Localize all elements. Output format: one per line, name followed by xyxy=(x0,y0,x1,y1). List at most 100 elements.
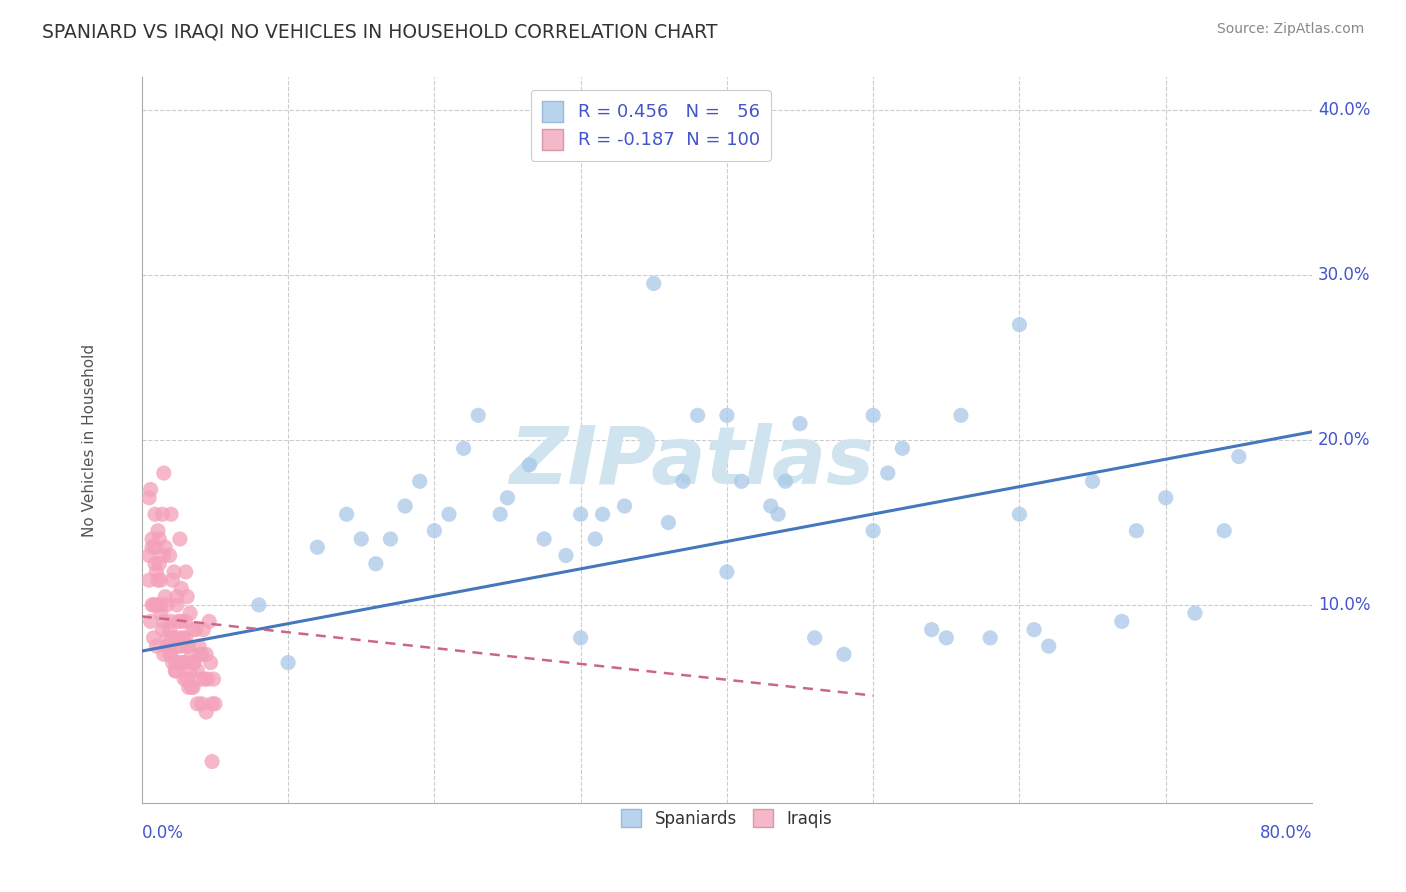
Point xyxy=(145,639,167,653)
Point xyxy=(156,598,179,612)
Point xyxy=(921,623,943,637)
Point xyxy=(188,672,211,686)
Point xyxy=(197,672,219,686)
Point xyxy=(202,672,225,686)
Point xyxy=(146,524,169,538)
Point xyxy=(437,508,460,522)
Point xyxy=(186,664,208,678)
Point xyxy=(173,656,195,670)
Point xyxy=(162,656,184,670)
Point xyxy=(186,697,208,711)
Text: 0.0%: 0.0% xyxy=(142,824,184,842)
Point xyxy=(1008,318,1031,332)
Point xyxy=(184,623,207,637)
Point xyxy=(174,615,197,629)
Point xyxy=(149,598,172,612)
Point xyxy=(364,557,387,571)
Point xyxy=(176,639,198,653)
Point xyxy=(519,458,541,472)
Text: 80.0%: 80.0% xyxy=(1260,824,1312,842)
Point xyxy=(583,532,606,546)
Point xyxy=(1213,524,1236,538)
Point xyxy=(162,631,184,645)
Point xyxy=(163,631,186,645)
Point xyxy=(657,516,679,530)
Legend: Spaniards, Iraqis: Spaniards, Iraqis xyxy=(614,803,839,834)
Text: 10.0%: 10.0% xyxy=(1317,596,1371,614)
Point xyxy=(142,631,165,645)
Point xyxy=(167,631,190,645)
Point xyxy=(143,508,166,522)
Point xyxy=(174,565,197,579)
Point xyxy=(150,623,173,637)
Point xyxy=(160,508,183,522)
Point xyxy=(145,598,167,612)
Point xyxy=(138,573,160,587)
Point xyxy=(1227,450,1250,464)
Point xyxy=(181,681,204,695)
Point xyxy=(686,409,709,423)
Point xyxy=(201,697,224,711)
Point xyxy=(160,648,183,662)
Point xyxy=(179,664,201,678)
Point xyxy=(169,532,191,546)
Point xyxy=(176,672,198,686)
Point xyxy=(145,565,167,579)
Point xyxy=(157,639,180,653)
Point xyxy=(1022,623,1045,637)
Point xyxy=(862,409,884,423)
Point xyxy=(177,639,200,653)
Point xyxy=(876,466,898,480)
Text: SPANIARD VS IRAQI NO VEHICLES IN HOUSEHOLD CORRELATION CHART: SPANIARD VS IRAQI NO VEHICLES IN HOUSEHO… xyxy=(42,22,717,41)
Text: 40.0%: 40.0% xyxy=(1317,102,1371,120)
Point xyxy=(170,582,193,596)
Point xyxy=(775,475,797,489)
Point xyxy=(716,565,738,579)
Point xyxy=(862,524,884,538)
Point xyxy=(730,475,752,489)
Point xyxy=(453,442,475,456)
Point xyxy=(489,508,512,522)
Point xyxy=(162,573,184,587)
Point xyxy=(350,532,373,546)
Point xyxy=(193,623,215,637)
Point xyxy=(139,615,162,629)
Point xyxy=(759,499,782,513)
Text: 30.0%: 30.0% xyxy=(1317,266,1371,285)
Point xyxy=(146,573,169,587)
Point xyxy=(277,656,299,670)
Point xyxy=(979,631,1001,645)
Point xyxy=(191,697,214,711)
Point xyxy=(832,648,855,662)
Point xyxy=(165,664,187,678)
Point xyxy=(195,648,218,662)
Point xyxy=(803,631,825,645)
Point xyxy=(141,540,163,554)
Point xyxy=(336,508,359,522)
Point xyxy=(155,590,177,604)
Point xyxy=(409,475,432,489)
Point xyxy=(170,639,193,653)
Point xyxy=(172,656,194,670)
Point xyxy=(613,499,636,513)
Point xyxy=(156,639,179,653)
Point xyxy=(165,656,187,670)
Point xyxy=(181,623,204,637)
Point xyxy=(766,508,789,522)
Point xyxy=(141,598,163,612)
Point xyxy=(159,549,181,563)
Point xyxy=(191,648,214,662)
Point xyxy=(138,549,160,563)
Point xyxy=(169,656,191,670)
Point xyxy=(1125,524,1147,538)
Point xyxy=(167,639,190,653)
Point xyxy=(139,483,162,497)
Point xyxy=(173,672,195,686)
Point xyxy=(200,656,222,670)
Point xyxy=(173,656,195,670)
Point xyxy=(141,532,163,546)
Point xyxy=(176,590,198,604)
Point xyxy=(201,755,224,769)
Point xyxy=(949,409,972,423)
Text: ZIPatlas: ZIPatlas xyxy=(509,423,875,500)
